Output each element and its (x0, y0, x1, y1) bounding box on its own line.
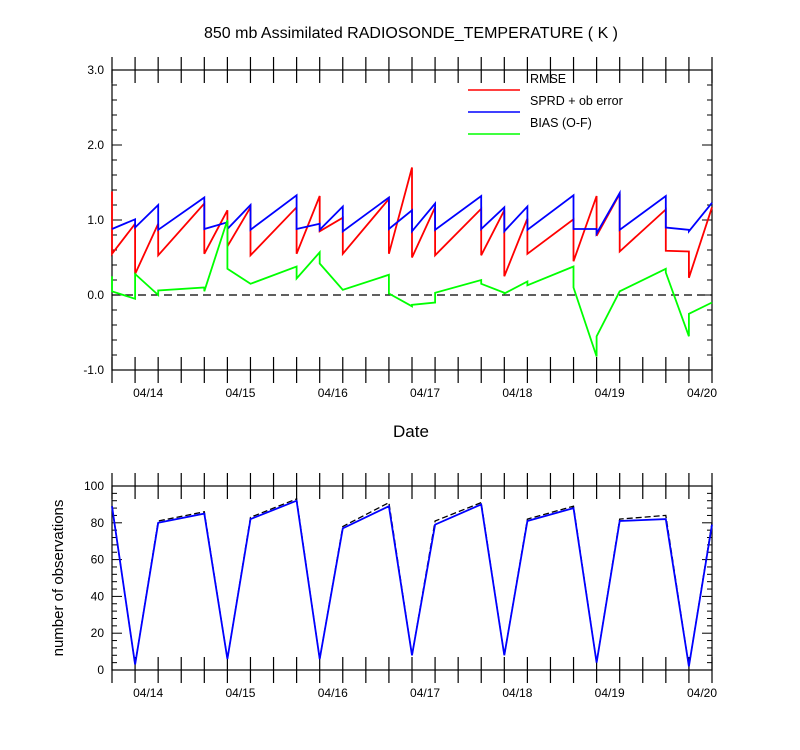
legend-label: SPRD + ob error (530, 94, 623, 108)
x-tick-label: 04/18 (502, 386, 532, 400)
y-tick-label: 0.0 (87, 288, 104, 302)
x-tick-label: 04/15 (225, 686, 255, 700)
x-tick-label: 04/19 (595, 386, 625, 400)
series-line-sprd-ob-error (111, 189, 713, 237)
y-tick-label: -1.0 (83, 363, 104, 377)
x-tick-label: 04/18 (502, 686, 532, 700)
x-tick-label: 04/20 (687, 386, 717, 400)
x-tick-label: 04/19 (595, 686, 625, 700)
y-tick-label: 40 (91, 589, 105, 603)
x-tick-label: 04/14 (133, 386, 163, 400)
x-tick-label: 04/14 (133, 686, 163, 700)
y-tick-label: 100 (84, 479, 104, 493)
series-line-bias-o-f (111, 219, 713, 357)
x-tick-label: 04/17 (410, 386, 440, 400)
bottom-y-axis-label: number of observations (50, 500, 67, 657)
y-tick-label: 60 (91, 553, 105, 567)
y-tick-label: 1.0 (87, 213, 104, 227)
x-tick-label: 04/17 (410, 686, 440, 700)
chart-title: 850 mb Assimilated RADIOSONDE_TEMPERATUR… (204, 25, 618, 42)
legend-label: BIAS (O-F) (530, 116, 592, 130)
y-tick-label: 80 (91, 516, 105, 530)
series-line-possible-observations (111, 497, 713, 667)
x-tick-label: 04/16 (318, 386, 348, 400)
y-tick-label: 2.0 (87, 138, 104, 152)
bottom-panel: 04/14 04/15 04/16 04/17 04/18 04/19 04/20 0 20 40… (84, 473, 717, 700)
x-tick-label: 04/20 (687, 686, 717, 700)
y-tick-label: 0 (97, 663, 104, 677)
x-tick-label: 04/16 (318, 686, 348, 700)
series-line-used-observations (111, 499, 713, 667)
legend-label: RMSE (530, 72, 566, 86)
y-tick-label: 3.0 (87, 63, 104, 77)
x-tick-label: 04/15 (225, 386, 255, 400)
y-tick-label: 20 (91, 626, 105, 640)
top-panel: 04/14 04/15 04/16 04/17 04/18 04/19 04/20 -1.0 0… (83, 57, 717, 400)
top-x-axis-label: Date (393, 422, 429, 441)
